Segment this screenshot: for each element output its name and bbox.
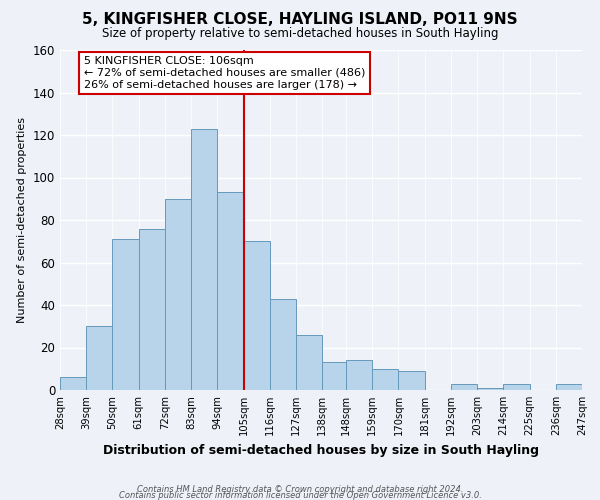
Text: 5, KINGFISHER CLOSE, HAYLING ISLAND, PO11 9NS: 5, KINGFISHER CLOSE, HAYLING ISLAND, PO1… bbox=[82, 12, 518, 28]
Bar bbox=[244, 242, 270, 390]
Bar bbox=[270, 298, 296, 390]
Bar bbox=[60, 378, 86, 390]
Text: Contains public sector information licensed under the Open Government Licence v3: Contains public sector information licen… bbox=[119, 492, 481, 500]
Bar bbox=[165, 198, 191, 390]
Text: Contains HM Land Registry data © Crown copyright and database right 2024.: Contains HM Land Registry data © Crown c… bbox=[137, 486, 463, 494]
Bar bbox=[372, 369, 398, 390]
Bar bbox=[477, 388, 503, 390]
Bar bbox=[86, 326, 112, 390]
Bar bbox=[296, 335, 322, 390]
Y-axis label: Number of semi-detached properties: Number of semi-detached properties bbox=[17, 117, 27, 323]
Bar bbox=[191, 128, 217, 390]
Bar bbox=[503, 384, 530, 390]
Text: 5 KINGFISHER CLOSE: 106sqm
← 72% of semi-detached houses are smaller (486)
26% o: 5 KINGFISHER CLOSE: 106sqm ← 72% of semi… bbox=[84, 56, 365, 90]
Bar bbox=[112, 239, 139, 390]
Bar bbox=[346, 360, 372, 390]
Bar bbox=[139, 228, 165, 390]
Text: Size of property relative to semi-detached houses in South Hayling: Size of property relative to semi-detach… bbox=[102, 28, 498, 40]
Bar bbox=[556, 384, 582, 390]
Bar bbox=[217, 192, 244, 390]
X-axis label: Distribution of semi-detached houses by size in South Hayling: Distribution of semi-detached houses by … bbox=[103, 444, 539, 456]
Bar bbox=[322, 362, 346, 390]
Bar bbox=[398, 371, 425, 390]
Bar bbox=[451, 384, 477, 390]
